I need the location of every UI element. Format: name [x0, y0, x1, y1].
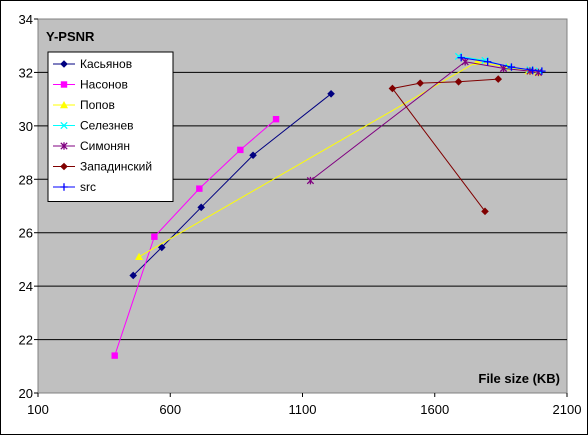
legend-label: Симонян: [80, 139, 130, 153]
chart-title: Y-PSNR: [46, 29, 95, 44]
legend-label: src: [80, 180, 96, 194]
data-point: [60, 142, 68, 150]
y-tick-label: 32: [19, 65, 33, 80]
x-tick-label: 600: [159, 402, 181, 417]
data-point: [272, 115, 280, 123]
x-tick-label: 100: [27, 402, 49, 417]
data-point: [197, 203, 205, 212]
data-point: [157, 243, 166, 252]
data-point: [60, 81, 68, 88]
data-point: [111, 352, 118, 359]
data-point: [457, 54, 465, 62]
series-6: [388, 75, 503, 216]
x-axis-label: File size (KB): [478, 371, 560, 386]
data-point: [388, 84, 397, 93]
y-tick-label: 20: [19, 386, 33, 401]
legend-box: [47, 51, 174, 202]
data-point: [507, 63, 516, 71]
axes: 20 22 24 26 28 30 32 34 100 600 1100 1600 2100: [19, 12, 582, 417]
data-point: [60, 183, 68, 191]
legend-item: Касьянов: [53, 57, 132, 71]
y-tick-label: 24: [19, 279, 33, 294]
data-point: [483, 58, 492, 66]
data-point: [249, 151, 257, 160]
data-point: [60, 101, 68, 109]
legend-label: Попов: [80, 98, 115, 112]
data-point: [60, 162, 68, 171]
data-point: [528, 66, 537, 74]
y-tick-label: 30: [19, 119, 33, 134]
legend-label: Насонов: [80, 78, 128, 92]
data-point: [481, 207, 489, 216]
legend-item: Симонян: [53, 139, 130, 153]
legend-label: Западинский: [80, 160, 152, 174]
data-point: [196, 185, 203, 192]
y-tick-label: 26: [19, 226, 33, 241]
data-point: [129, 271, 138, 280]
data-point: [494, 75, 503, 83]
legend-item: Западинский: [53, 160, 152, 174]
data-point: [306, 176, 315, 185]
data-point: [416, 79, 425, 87]
data-point: [327, 90, 335, 98]
legend-item: Насонов: [53, 78, 128, 92]
data-point: [135, 252, 144, 260]
data-point: [538, 67, 546, 75]
y-tick-label: 28: [19, 172, 33, 187]
series-layer: [111, 52, 546, 359]
series-1: [129, 90, 335, 280]
legend-item: Селезнев: [53, 119, 134, 133]
legend-label: Селезнев: [80, 119, 134, 133]
data-point: [60, 60, 68, 68]
data-point: [237, 146, 244, 154]
data-point: [60, 121, 68, 130]
y-tick-label: 34: [19, 12, 33, 27]
y-tick-label: 22: [19, 333, 33, 348]
data-point: [151, 233, 158, 240]
legend: Касьянов Насонов Попов Селезнев Симонян Запад…: [47, 51, 174, 202]
x-tick-label: 1600: [420, 402, 449, 417]
legend-item: src: [53, 180, 96, 194]
legend-item: Попов: [53, 98, 115, 112]
legend-label: Касьянов: [80, 57, 132, 71]
series-2: [111, 115, 280, 359]
x-tick-label: 2100: [553, 402, 582, 417]
x-tick-label: 1100: [289, 402, 317, 417]
data-point: [461, 58, 469, 66]
data-point: [454, 77, 463, 86]
series-7: [457, 54, 546, 75]
